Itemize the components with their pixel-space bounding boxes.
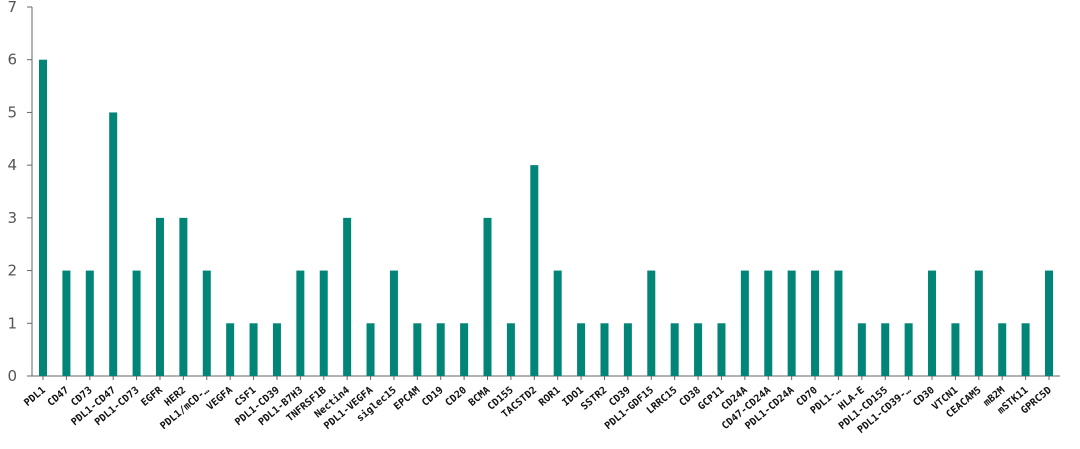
bar — [998, 323, 1007, 376]
x-tick-label: ROR1 — [537, 385, 563, 409]
bar — [366, 323, 375, 376]
x-tick-label: CD20 — [444, 385, 470, 409]
bar — [694, 323, 703, 376]
bar — [670, 323, 679, 376]
x-tick-label: PDL1 — [22, 385, 48, 409]
bar — [155, 217, 164, 376]
bar — [623, 323, 632, 376]
bar — [530, 165, 539, 376]
y-tick-label: 1 — [7, 314, 17, 332]
bar — [577, 323, 586, 376]
x-tick-label: VEGFA — [205, 385, 235, 413]
y-tick-label: 6 — [7, 51, 17, 69]
bar — [413, 323, 422, 376]
y-tick-label: 4 — [7, 156, 17, 174]
x-tick-label: SSTR2 — [579, 385, 609, 413]
bar — [553, 270, 562, 376]
y-tick-label: 7 — [7, 0, 17, 16]
x-tick-label: CD47 — [46, 385, 72, 409]
bar — [600, 323, 609, 376]
x-tick-label: GCP11 — [696, 385, 726, 413]
y-tick-labels: 0 1 2 3 4 5 6 7 — [7, 0, 17, 385]
y-tick-label: 0 — [7, 367, 17, 385]
x-tick-label: CD19 — [420, 385, 446, 409]
bar — [928, 270, 937, 376]
bar — [460, 323, 469, 376]
bar — [857, 323, 866, 376]
x-tick-label: EGFR — [139, 384, 165, 409]
bar — [226, 323, 235, 376]
bar — [85, 270, 94, 376]
bar — [436, 323, 445, 376]
y-tick-label: 5 — [7, 103, 17, 121]
bar — [951, 323, 960, 376]
bar — [764, 270, 773, 376]
bar — [811, 270, 820, 376]
bar — [39, 59, 47, 377]
bar — [740, 270, 749, 376]
bar — [109, 112, 118, 377]
bar — [506, 323, 515, 376]
bar — [179, 217, 188, 376]
bar — [319, 270, 328, 376]
bar — [1045, 270, 1053, 376]
bar — [881, 323, 890, 376]
bar — [904, 323, 913, 376]
bar — [343, 217, 352, 376]
bar — [272, 323, 281, 376]
bar — [483, 217, 492, 376]
bar — [202, 270, 211, 376]
bar — [132, 270, 141, 376]
bar — [249, 323, 258, 376]
bar — [296, 270, 305, 376]
y-tick-label: 2 — [7, 262, 17, 280]
bar — [1021, 323, 1030, 376]
bar — [647, 270, 656, 376]
bar — [389, 270, 398, 376]
bar — [717, 323, 726, 376]
y-tick-label: 3 — [7, 209, 17, 227]
bar — [834, 270, 843, 376]
x-tick-labels: PDL1CD47CD73PDL1-CD47PDL1-CD73EGFRHER2PD… — [22, 384, 1054, 436]
bars — [39, 59, 1053, 377]
bar — [62, 270, 71, 376]
x-tick-label: EPCAM — [392, 385, 422, 413]
bar — [974, 270, 983, 376]
bar — [787, 270, 796, 376]
